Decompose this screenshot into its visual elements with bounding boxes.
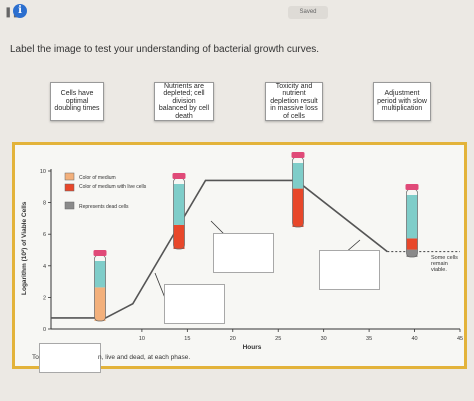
- drop-zone-2[interactable]: [213, 233, 274, 273]
- legend-label-dead: Represents dead cells: [79, 204, 129, 210]
- legend-label-medium: Color of medium: [79, 175, 116, 181]
- drag-label-lag[interactable]: Adjustment period with slow multiplicati…: [373, 82, 431, 121]
- x-tick-label: 20: [230, 336, 236, 342]
- drag-label-stationary[interactable]: Nutrients are depleted; cell division ba…: [154, 82, 214, 121]
- x-tick-label: 35: [366, 336, 372, 342]
- x-tick-label: 10: [139, 336, 145, 342]
- drop-zone-1[interactable]: [164, 284, 225, 324]
- tube-fill-segment: [406, 195, 418, 239]
- x-tick-label: 15: [184, 336, 190, 342]
- tube-fill-segment: [292, 188, 304, 227]
- drop-zone-3[interactable]: [319, 250, 380, 290]
- tube-cap: [405, 184, 419, 190]
- tube-fill-segment: [173, 184, 185, 225]
- annotation-line-1: Some cells: [431, 255, 458, 261]
- top-bar: ❚❚ i Saved: [0, 0, 474, 24]
- x-tick-label: 45: [457, 336, 463, 342]
- x-axis-label: Hours: [243, 344, 262, 351]
- y-tick-label: 10: [40, 169, 46, 175]
- instructions: Label the image to test your understandi…: [10, 44, 320, 55]
- drag-label-death[interactable]: Toxicity and nutrient depletion result i…: [265, 82, 323, 121]
- test-tube-2: [172, 173, 186, 250]
- tube-cap: [93, 250, 107, 256]
- legend-swatch-dead: [64, 201, 75, 210]
- tube-fill-segment: [406, 249, 418, 257]
- test-tube-3: [291, 152, 305, 228]
- legend-swatch-medium: [64, 172, 75, 181]
- tube-cap: [291, 152, 305, 158]
- bottom-text-right: n, live and dead, at each phase.: [98, 354, 191, 361]
- pause-icon[interactable]: ❚❚: [4, 7, 20, 18]
- y-axis-label: Logarithm (10²) of Viable Cells: [21, 201, 28, 295]
- tube-fill-segment: [292, 163, 304, 189]
- y-tick-label: 0: [43, 327, 46, 333]
- x-tick-label: 30: [321, 336, 327, 342]
- legend-swatch-live: [64, 183, 75, 192]
- y-tick-label: 4: [43, 264, 46, 270]
- tube-fill-segment: [94, 287, 106, 321]
- x-tick-label: 25: [275, 336, 281, 342]
- test-tubes: [93, 152, 419, 322]
- x-tick-label: 40: [411, 336, 417, 342]
- tube-fill-segment: [94, 261, 106, 288]
- bottom-text-left: To: [32, 354, 39, 361]
- y-tick-label: 6: [43, 232, 46, 238]
- saved-status: Saved: [288, 6, 328, 19]
- growth-curve-figure: Logarithm (10²) of Viable Cells Hours 0 2…: [12, 142, 467, 369]
- annotation-text: Some cells remain viable.: [431, 255, 459, 273]
- legend-label-live: Color of medium with live cells: [79, 184, 147, 190]
- growth-curve-chart: Logarithm (10²) of Viable Cells Hours 0 2…: [21, 152, 463, 351]
- annotation-line-3: viable.: [431, 267, 447, 273]
- info-icon[interactable]: i: [13, 4, 27, 18]
- drag-label-exponential[interactable]: Cells have optimal doubling times: [50, 82, 104, 121]
- annotation-line-2: remain: [431, 261, 448, 267]
- test-tube-4: [405, 184, 419, 258]
- tube-fill-segment: [406, 238, 418, 250]
- tube-fill-segment: [173, 224, 185, 249]
- tube-cap: [172, 173, 186, 179]
- test-tube-1: [93, 250, 107, 322]
- legend: Color of medium Color of medium with liv…: [64, 172, 147, 210]
- drop-zone-4[interactable]: [39, 343, 101, 373]
- legend-label-live-text: Color of medium with live cells: [79, 184, 147, 190]
- y-tick-label: 8: [43, 201, 46, 207]
- y-tick-label: 2: [43, 295, 46, 301]
